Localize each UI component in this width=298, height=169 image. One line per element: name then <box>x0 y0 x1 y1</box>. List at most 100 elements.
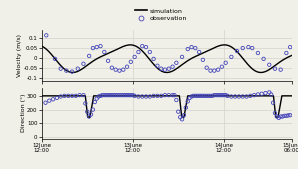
Point <box>193 94 198 97</box>
Point <box>197 51 201 53</box>
Legend: simulation, observation: simulation, observation <box>132 5 190 23</box>
Point <box>210 94 215 97</box>
Point <box>284 114 289 117</box>
Point <box>83 102 88 105</box>
Point <box>202 94 207 97</box>
Point <box>81 62 86 65</box>
Point <box>94 46 99 49</box>
Point <box>252 94 257 96</box>
Point <box>225 94 230 97</box>
Point <box>240 95 245 98</box>
Point <box>121 94 126 96</box>
Point <box>197 94 201 97</box>
Point <box>77 94 82 96</box>
Point <box>180 118 184 121</box>
Point <box>246 46 251 49</box>
Point <box>185 100 190 103</box>
Point <box>280 115 285 118</box>
Point <box>70 94 74 97</box>
Point <box>55 96 59 99</box>
Point <box>136 51 141 53</box>
Point <box>123 94 128 96</box>
Point <box>261 57 266 60</box>
Point <box>286 114 291 117</box>
Point <box>214 94 218 96</box>
Point <box>176 110 181 113</box>
Point <box>81 94 86 96</box>
Point <box>172 94 177 96</box>
Point <box>102 94 107 96</box>
Point <box>220 94 224 96</box>
Point <box>47 99 52 102</box>
Point <box>117 69 122 72</box>
Point <box>159 67 164 70</box>
Point <box>174 62 179 64</box>
Y-axis label: Direction (°): Direction (°) <box>21 94 26 132</box>
Point <box>204 94 209 97</box>
Point <box>144 95 148 98</box>
Point <box>212 94 217 96</box>
Point <box>102 51 107 53</box>
Point <box>229 95 234 98</box>
Point <box>151 94 156 97</box>
Point <box>132 56 137 58</box>
Point <box>223 94 228 96</box>
Point <box>144 46 148 49</box>
Point <box>159 94 164 97</box>
Point <box>208 94 213 97</box>
Point <box>195 94 200 97</box>
Point <box>98 45 103 47</box>
Point <box>127 94 131 96</box>
Point <box>274 115 279 118</box>
Point <box>113 94 118 96</box>
Point <box>111 94 116 96</box>
Point <box>180 56 184 58</box>
Point <box>201 94 205 97</box>
Point <box>273 112 277 114</box>
Point <box>100 94 105 96</box>
Point <box>64 69 69 72</box>
Point <box>108 94 112 96</box>
Point <box>189 46 194 49</box>
Point <box>250 47 254 49</box>
Point <box>229 56 234 58</box>
Point <box>125 94 129 96</box>
Point <box>166 67 171 70</box>
Point <box>220 65 224 68</box>
Point <box>43 101 48 104</box>
Point <box>255 93 260 96</box>
Point <box>208 69 213 72</box>
Point <box>204 66 209 69</box>
Point <box>87 115 91 118</box>
Point <box>125 65 129 68</box>
Point <box>174 99 179 101</box>
Point <box>151 57 156 60</box>
Point <box>244 95 249 98</box>
Point <box>181 114 186 116</box>
Point <box>119 94 124 96</box>
Point <box>269 93 274 96</box>
Point <box>53 57 58 60</box>
Point <box>140 45 145 47</box>
Point <box>104 94 108 96</box>
Point <box>91 108 95 111</box>
Point <box>155 94 160 97</box>
Point <box>87 55 91 57</box>
Y-axis label: Velocity (m/s): Velocity (m/s) <box>17 34 22 77</box>
Point <box>163 94 167 96</box>
Point <box>128 61 133 63</box>
Point <box>132 94 137 97</box>
Point <box>130 94 135 96</box>
Point <box>284 52 289 54</box>
Point <box>113 68 118 71</box>
Point <box>240 47 245 49</box>
Point <box>199 94 204 97</box>
Point <box>259 92 264 95</box>
Point <box>75 67 80 70</box>
Point <box>189 95 194 98</box>
Point <box>216 68 221 71</box>
Point <box>271 101 275 104</box>
Point <box>178 116 183 119</box>
Point <box>58 95 63 98</box>
Point <box>184 106 188 109</box>
